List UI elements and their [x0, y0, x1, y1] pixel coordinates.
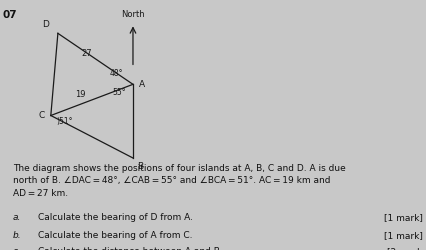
Text: [1 mark]: [1 mark]	[383, 213, 422, 222]
Text: Calculate the bearing of D from A.: Calculate the bearing of D from A.	[38, 213, 193, 222]
Text: D: D	[43, 20, 49, 29]
Text: [2 mark: [2 mark	[386, 248, 422, 250]
Text: C: C	[39, 111, 45, 120]
Text: Calculate the distance between A and B.: Calculate the distance between A and B.	[38, 248, 223, 250]
Text: Calculate the bearing of A from C.: Calculate the bearing of A from C.	[38, 231, 193, 240]
Text: 48°: 48°	[109, 68, 122, 78]
Text: 07: 07	[2, 10, 17, 20]
Text: 55°: 55°	[112, 88, 125, 97]
Text: 19: 19	[75, 90, 86, 99]
Text: A: A	[138, 80, 144, 89]
Text: The diagram shows the positions of four islands at A, B, C and D. A is due
north: The diagram shows the positions of four …	[13, 164, 345, 198]
Text: )51°: )51°	[57, 117, 73, 126]
Text: B: B	[137, 162, 143, 171]
Text: b.: b.	[13, 231, 21, 240]
Text: c.: c.	[13, 248, 20, 250]
Text: North: North	[121, 10, 144, 19]
Text: [1 mark]: [1 mark]	[383, 231, 422, 240]
Text: 27: 27	[81, 49, 92, 58]
Text: a.: a.	[13, 213, 21, 222]
